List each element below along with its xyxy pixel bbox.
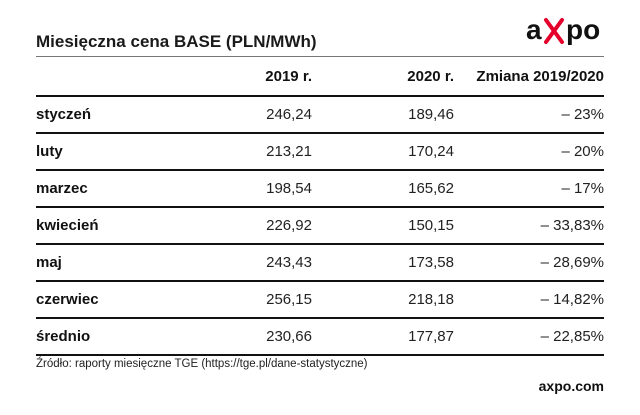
- row-2019-value: 226,92: [178, 207, 320, 245]
- row-month: styczeń: [36, 96, 178, 134]
- row-2020-value: 170,24: [320, 133, 462, 171]
- row-change-value: – 23%: [462, 96, 604, 134]
- table-row: marzec 198,54 165,62 – 17%: [36, 170, 604, 208]
- table-row: kwiecień 226,92 150,15 – 33,83%: [36, 207, 604, 245]
- row-month: luty: [36, 133, 178, 171]
- row-2020-value: 218,18: [320, 281, 462, 319]
- row-month: średnio: [36, 318, 178, 356]
- axpo-logo-icon: a po: [526, 14, 600, 45]
- table-row: styczeń 246,24 189,46 – 23%: [36, 96, 604, 134]
- table-header-row: 2019 r. 2020 r. Zmiana 2019/2020: [36, 56, 604, 97]
- header-2020: 2020 r.: [320, 56, 462, 97]
- svg-text:a: a: [526, 14, 542, 45]
- row-2020-value: 189,46: [320, 96, 462, 134]
- price-table-container: 2019 r. 2020 r. Zmiana 2019/2020 styczeń…: [36, 56, 604, 356]
- row-2019-value: 243,43: [178, 244, 320, 282]
- row-2019-value: 256,15: [178, 281, 320, 319]
- row-change-value: – 17%: [462, 170, 604, 208]
- header-2019: 2019 r.: [178, 56, 320, 97]
- svg-text:po: po: [566, 14, 600, 45]
- row-2019-value: 246,24: [178, 96, 320, 134]
- row-2020-value: 150,15: [320, 207, 462, 245]
- row-change-value: – 14,82%: [462, 281, 604, 319]
- source-note: Źródło: raporty miesięczne TGE (https://…: [36, 358, 368, 370]
- row-change-value: – 28,69%: [462, 244, 604, 282]
- row-2019-value: 213,21: [178, 133, 320, 171]
- row-2020-value: 165,62: [320, 170, 462, 208]
- row-month: kwiecień: [36, 207, 178, 245]
- row-month: maj: [36, 244, 178, 282]
- table-row: maj 243,43 173,58 – 28,69%: [36, 244, 604, 282]
- row-change-value: – 20%: [462, 133, 604, 171]
- row-change-value: – 22,85%: [462, 318, 604, 356]
- page-title: Miesięczna cena BASE (PLN/MWh): [36, 32, 317, 51]
- table-row: czerwiec 256,15 218,18 – 14,82%: [36, 281, 604, 319]
- row-2019-value: 198,54: [178, 170, 320, 208]
- table-row-average: średnio 230,66 177,87 – 22,85%: [36, 318, 604, 356]
- row-2020-value: 177,87: [320, 318, 462, 356]
- row-2020-value: 173,58: [320, 244, 462, 282]
- row-month: marzec: [36, 170, 178, 208]
- row-2019-value: 230,66: [178, 318, 320, 356]
- header-month: [36, 56, 178, 97]
- table-row: luty 213,21 170,24 – 20%: [36, 133, 604, 171]
- price-table: 2019 r. 2020 r. Zmiana 2019/2020 styczeń…: [36, 56, 604, 356]
- header-change: Zmiana 2019/2020: [462, 56, 604, 97]
- row-month: czerwiec: [36, 281, 178, 319]
- row-change-value: – 33,83%: [462, 207, 604, 245]
- footer-website: axpo.com: [538, 378, 604, 394]
